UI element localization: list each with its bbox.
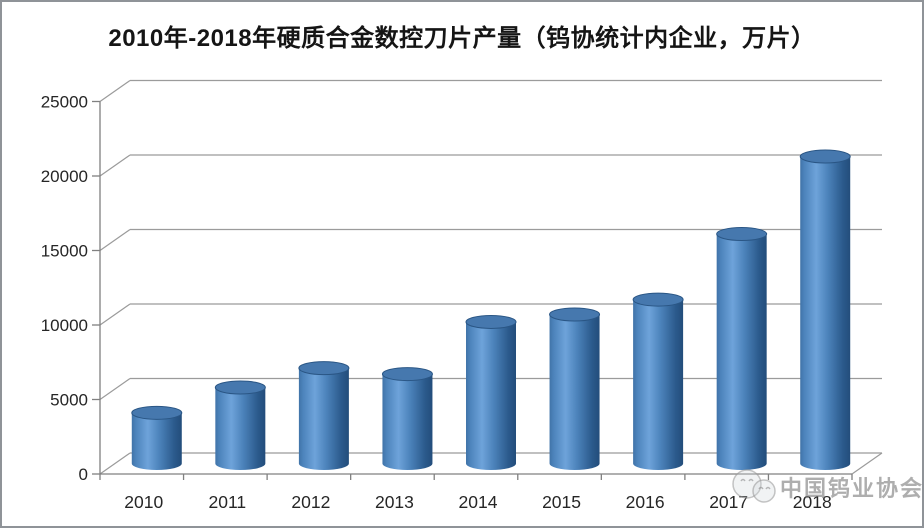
y-tick-label: 10000 <box>41 316 88 335</box>
bar-cylinder-2017 <box>716 227 768 470</box>
x-tick-label: 2012 <box>291 492 330 512</box>
x-tick-label: 2014 <box>459 492 498 512</box>
x-tick-label: 2016 <box>626 492 665 512</box>
bar-cylinder-2015 <box>549 307 601 470</box>
x-tick-label: 2017 <box>709 492 748 512</box>
bar-cylinder-2011 <box>214 380 266 470</box>
cylinder-body <box>633 299 684 470</box>
bars <box>131 149 851 470</box>
x-axis-labels: 2010 2011 2012 2013 2014 2015 2016 2017 2018 <box>124 492 831 512</box>
x-tick-label: 2013 <box>375 492 414 512</box>
cylinder-body <box>382 374 433 470</box>
cylinder-body <box>298 368 349 470</box>
bar-cylinder-2012 <box>298 361 350 470</box>
cylinder-body <box>800 156 851 470</box>
cylinder-top <box>465 314 517 329</box>
cylinder-top <box>214 380 266 395</box>
bar-cylinder-2010 <box>131 405 183 470</box>
gridline-depth <box>99 154 131 177</box>
y-tick-label: 25000 <box>41 93 88 112</box>
y-tick-label: 20000 <box>41 167 88 186</box>
floor-right-edge <box>851 452 883 475</box>
chart-title: 2010年-2018年硬质合金数控刀片产量（钨协统计内企业，万片） <box>108 25 816 52</box>
cylinder-top <box>381 367 433 382</box>
x-tick-label: 2015 <box>542 492 581 512</box>
cylinder-body <box>549 314 600 470</box>
bar-cylinder-2014 <box>465 314 517 470</box>
cylinder-body <box>716 234 767 470</box>
cylinder-top <box>549 307 601 322</box>
cylinder-body <box>215 387 266 470</box>
y-axis-labels: 0 5000 10000 15000 20000 25000 <box>41 93 88 485</box>
y-tick-label: 15000 <box>41 242 88 261</box>
gridline-depth <box>99 303 131 326</box>
gridline-depth <box>99 452 131 475</box>
x-tick-label: 2018 <box>793 492 832 512</box>
cylinder-body <box>466 321 516 470</box>
bar-cylinder-2016 <box>632 292 684 470</box>
y-tick-label: 5000 <box>50 391 88 410</box>
gridline-depth <box>99 80 131 102</box>
gridline-depth <box>99 229 131 251</box>
x-tick-label: 2010 <box>124 492 163 512</box>
cylinder-top <box>799 149 851 164</box>
cylinder-top <box>632 292 684 307</box>
bar-cylinder-2018 <box>799 149 851 470</box>
cylinder-top <box>298 361 350 376</box>
x-tick-label: 2011 <box>209 492 247 512</box>
cylinder-top <box>716 227 768 242</box>
cylinder-top <box>131 405 183 420</box>
y-tick-label: 0 <box>79 465 88 484</box>
axes <box>99 101 883 480</box>
bar-cylinder-2013 <box>381 367 433 470</box>
cylinder-body <box>131 412 182 470</box>
gridline-depth <box>99 378 131 400</box>
